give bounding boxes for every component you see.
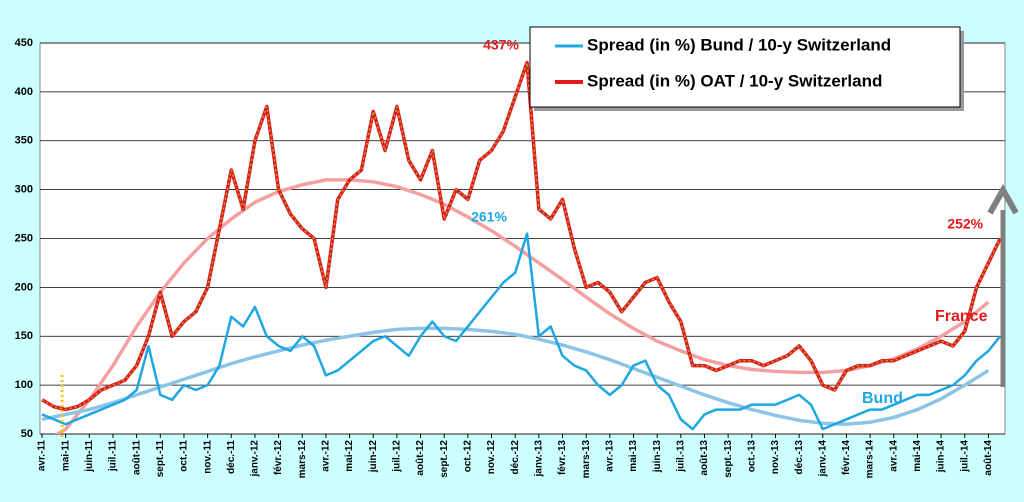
- x-tick-label: oct.-13: [746, 440, 757, 473]
- x-tick-label: mai-11: [60, 440, 71, 472]
- series-line: [41, 232, 1002, 431]
- legend-label: Spread (in %) Bund / 10-y Switzerland: [587, 35, 891, 54]
- x-tick-label: mai-14: [912, 440, 923, 472]
- x-tick-label: janv.-12: [250, 440, 261, 478]
- x-tick-label: juin-11: [84, 440, 95, 473]
- x-tick-label: févr.-13: [557, 440, 568, 475]
- legend-label: Spread (in %) OAT / 10-y Switzerland: [587, 71, 882, 90]
- marks: [41, 60, 1002, 434]
- trend-line: [54, 178, 990, 434]
- y-tick-label: 250: [15, 232, 33, 244]
- annotation: 261%: [471, 209, 507, 225]
- x-tick-label: déc.-12: [510, 440, 521, 475]
- x-tick-label: mai-12: [344, 440, 355, 472]
- x-tick-label: janv.-13: [534, 440, 545, 478]
- x-tick-label: nov.-13: [770, 440, 781, 475]
- x-tick-label: sept.-11: [155, 440, 166, 478]
- x-tick-label: févr.-14: [841, 440, 852, 475]
- x-tick-label: déc.-11: [226, 440, 237, 474]
- trend-line: [41, 326, 990, 426]
- x-tick-label: sept.-13: [723, 440, 734, 478]
- bund-label: Bund: [862, 390, 903, 407]
- x-tick-label: avr.-14: [888, 440, 899, 472]
- y-tick-label: 350: [15, 135, 33, 147]
- x-tick-label: oct.-12: [463, 440, 474, 473]
- x-tick-label: mars-12: [297, 440, 308, 479]
- x-tick-label: avr.-12: [321, 440, 332, 472]
- y-tick-label: 50: [21, 428, 33, 440]
- france-label: France: [935, 308, 988, 325]
- y-tick-label: 400: [15, 86, 33, 98]
- x-tick-label: janv.-14: [817, 440, 828, 478]
- x-tick-label: août-14: [983, 440, 994, 476]
- y-tick-label: 450: [15, 37, 33, 49]
- x-tick-label: août-11: [131, 440, 142, 475]
- x-tick-label: mars-13: [581, 440, 592, 479]
- x-tick-label: sept.-12: [439, 440, 450, 478]
- x-tick-label: nov.-12: [486, 440, 497, 475]
- x-tick-label: juin-12: [368, 440, 379, 474]
- annotation: 252%: [947, 216, 983, 232]
- x-tick-label: oct.-11: [179, 440, 190, 472]
- x-tick-label: juin-14: [936, 440, 947, 474]
- y-tick-label: 200: [15, 281, 33, 293]
- x-tick-label: mars-14: [865, 440, 876, 479]
- x-tick-label: févr.-12: [273, 440, 284, 475]
- legend-box: [529, 26, 961, 108]
- x-tick-label: mai-13: [628, 440, 639, 472]
- x-tick-label: avr.-13: [604, 440, 615, 472]
- arrow-head: [987, 183, 1019, 215]
- x-tick-label: juin-13: [652, 440, 663, 474]
- x-tick-label: juil.-14: [959, 440, 970, 473]
- x-tick-label: juil.-11: [108, 440, 119, 473]
- series-markers: [41, 62, 1001, 411]
- x-tick-label: déc.-13: [794, 440, 805, 475]
- legend: Spread (in %) Bund / 10-y Switzerland Sp…: [529, 26, 964, 111]
- x-tick-label: nov.-11: [202, 440, 213, 474]
- x-tick-label: août-12: [415, 440, 426, 476]
- y-tick-label: 100: [15, 379, 33, 391]
- x-tick-label: juil.-12: [392, 440, 403, 473]
- y-tick-label: 300: [15, 184, 33, 196]
- x-tick-label: août-13: [699, 440, 710, 476]
- annotation: 437%: [483, 37, 519, 53]
- x-tick-label: avr.-11: [37, 440, 48, 472]
- x-tick-label: juil.-13: [675, 440, 686, 473]
- y-tick-label: 150: [15, 330, 33, 342]
